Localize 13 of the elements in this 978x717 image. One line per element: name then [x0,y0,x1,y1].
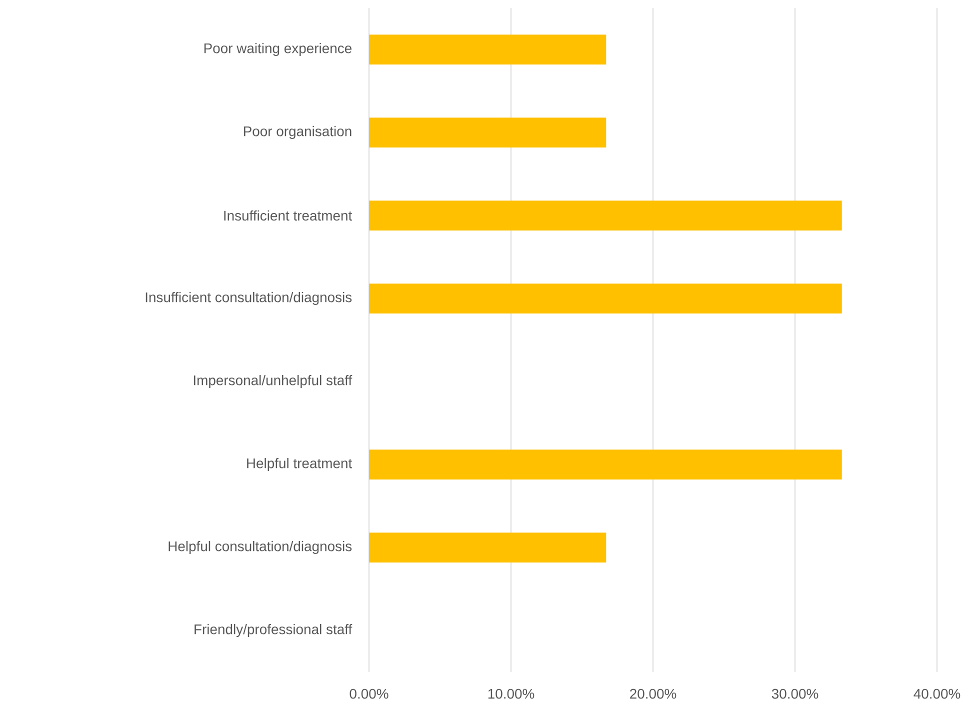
y-tick-label: Insufficient consultation/diagnosis [146,292,352,306]
y-tick-label: Impersonal/unhelpful staff [194,375,352,388]
y-tick-label: Poor organisation [244,126,352,140]
y-tick-label: Insufficient treatment [224,210,352,221]
x-tick-label: 40.00% [914,688,960,699]
x-tick-label: 30.00% [772,688,818,699]
x-tick-label: 20.00% [630,688,676,699]
x-tick-label: 0.00% [350,688,388,699]
x-tick-label: 10.00% [488,688,534,699]
y-tick-label: Poor waiting experience [204,43,352,56]
y-tick-label: Helpful consultation/diagnosis [168,541,352,554]
y-tick-label: Helpful treatment [247,458,352,472]
y-tick-label: Friendly/professional staff [194,624,352,638]
